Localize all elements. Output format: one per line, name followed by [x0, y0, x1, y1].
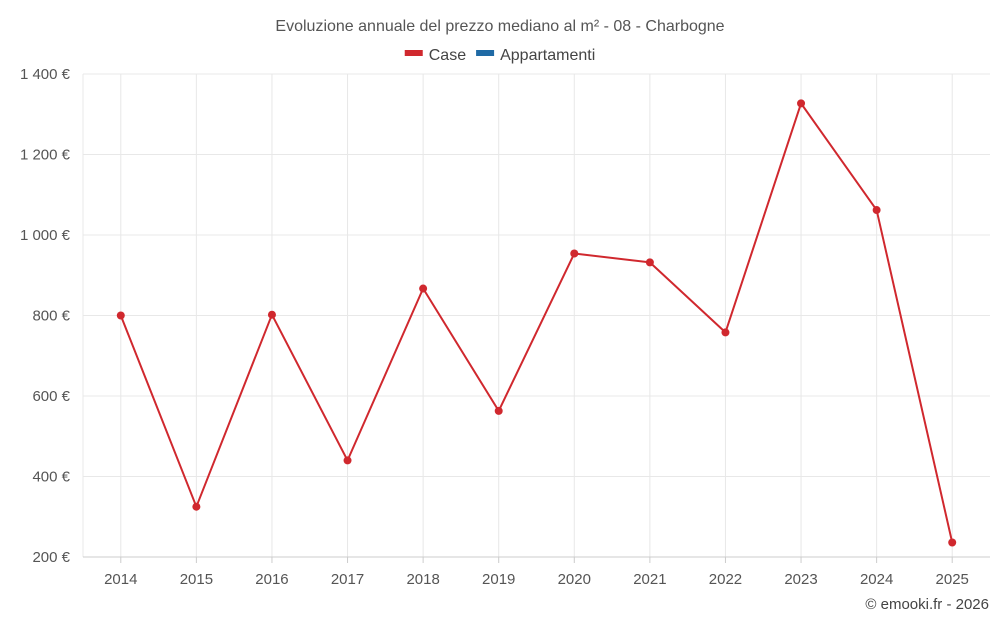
data-point[interactable] [192, 502, 201, 511]
data-point[interactable] [872, 206, 881, 215]
legend-swatch [476, 50, 495, 56]
legend-swatch [404, 50, 423, 56]
data-point[interactable] [948, 538, 957, 547]
chart-title: Evoluzione annuale del prezzo mediano al… [275, 18, 724, 35]
legend-item[interactable]: Case [404, 47, 466, 64]
y-tick-label: 600 € [32, 388, 70, 405]
x-tick-label: 2022 [709, 571, 742, 588]
x-tick-label: 2020 [558, 571, 591, 588]
credit-text: © emooki.fr - 2026 [865, 596, 989, 613]
data-point[interactable] [645, 258, 654, 267]
data-point[interactable] [267, 310, 276, 319]
series [116, 99, 957, 547]
x-tick-label: 2014 [104, 571, 137, 588]
x-tick-label: 2019 [482, 571, 515, 588]
data-point[interactable] [116, 311, 125, 320]
legend-label: Case [429, 47, 466, 64]
series-line [119, 102, 954, 543]
x-tick-label: 2015 [180, 571, 213, 588]
axes: 200 € 400 € 600 € 800 € 1 000 € 1 200 € 1 400 … [20, 66, 990, 588]
x-tick-label: 2018 [406, 571, 439, 588]
y-tick-label: 200 € [32, 549, 70, 566]
x-tick-label: 2023 [784, 571, 817, 588]
data-point[interactable] [343, 456, 352, 465]
x-tick-label: 2016 [255, 571, 288, 588]
data-point[interactable] [721, 328, 730, 337]
y-tick-label: 400 € [32, 469, 70, 486]
y-tick-label: 800 € [32, 308, 70, 325]
legend-label: Appartamenti [500, 47, 595, 64]
x-tick-label: 2025 [936, 571, 969, 588]
data-point[interactable] [570, 249, 579, 258]
data-point[interactable] [797, 99, 806, 108]
legend-item[interactable]: Appartamenti [476, 47, 595, 64]
y-tick-label: 1 200 € [20, 147, 71, 164]
data-point[interactable] [419, 284, 428, 293]
x-tick-label: 2021 [633, 571, 666, 588]
grid [82, 73, 990, 557]
y-tick-label: 1 400 € [20, 66, 71, 83]
legend: Case Appartamenti [404, 47, 595, 64]
x-tick-label: 2017 [331, 571, 364, 588]
x-tick-label: 2024 [860, 571, 893, 588]
y-tick-label: 1 000 € [20, 227, 71, 244]
data-point[interactable] [494, 406, 503, 415]
